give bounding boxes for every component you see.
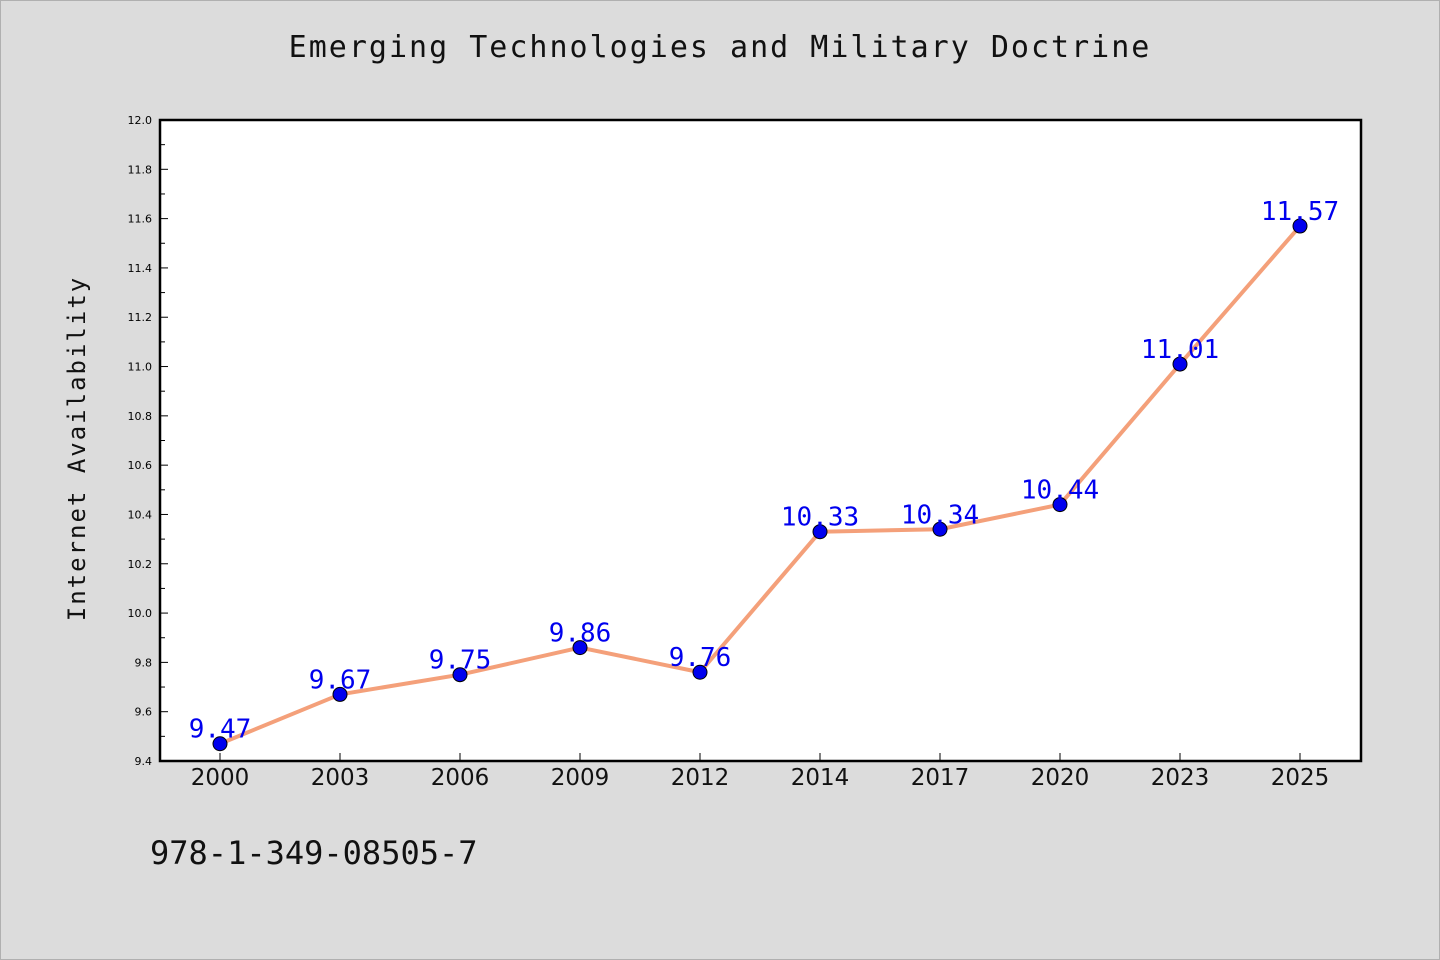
y-tick-label: 11.4 (128, 262, 153, 275)
plot-area (158, 118, 1363, 763)
data-label: 10.44 (1021, 476, 1099, 506)
x-tick-label: 2009 (551, 765, 610, 791)
y-tick-label: 9.6 (135, 706, 153, 719)
data-label: 9.75 (429, 646, 492, 676)
data-point (1052, 497, 1068, 513)
x-tick-label: 2020 (1031, 765, 1090, 791)
x-tick-label: 2023 (1151, 765, 1210, 791)
y-tick-label: 9.4 (135, 755, 153, 768)
x-tick-label: 2000 (191, 765, 250, 791)
y-tick-label: 10.2 (128, 558, 153, 571)
y-tick-label: 11.0 (128, 361, 153, 374)
data-label: 10.34 (901, 500, 979, 530)
series-line (218, 224, 1302, 746)
y-tick-label: 10.6 (128, 459, 153, 472)
y-tick-label: 12.0 (128, 114, 153, 127)
data-point (452, 667, 468, 683)
y-tick-label: 11.6 (128, 213, 153, 226)
data-point (692, 664, 708, 680)
x-tick-label: 2012 (671, 765, 730, 791)
y-axis-label: Internet Availability (63, 276, 91, 621)
y-tick-label: 9.8 (135, 656, 153, 669)
data-label: 9.47 (189, 715, 252, 745)
data-point (932, 521, 948, 537)
x-tick-label: 2014 (791, 765, 850, 791)
data-label: 9.76 (669, 643, 732, 673)
x-tick-label: 2006 (431, 765, 490, 791)
data-point (332, 686, 348, 702)
y-tick-label: 10.8 (128, 410, 153, 423)
data-label: 10.33 (781, 503, 859, 533)
isbn-label: 978-1-349-08505-7 (150, 834, 478, 872)
data-point (1172, 356, 1188, 372)
chart-title: Emerging Technologies and Military Doctr… (288, 30, 1152, 65)
y-tick-label: 10.4 (128, 508, 153, 521)
y-tick-label: 11.2 (128, 311, 153, 324)
data-label: 9.86 (549, 619, 612, 649)
y-tick-label: 11.8 (128, 163, 153, 176)
x-tick-label: 2025 (1271, 765, 1330, 791)
y-tick-label: 10.0 (128, 607, 153, 620)
data-label: 9.67 (309, 665, 372, 695)
data-point (812, 524, 828, 540)
data-label: 11.01 (1141, 335, 1219, 365)
data-point (1292, 218, 1308, 234)
data-label: 11.57 (1261, 197, 1339, 227)
data-point (212, 736, 228, 752)
x-tick-label: 2003 (311, 765, 370, 791)
x-tick-label: 2017 (911, 765, 970, 791)
data-point (572, 640, 588, 656)
